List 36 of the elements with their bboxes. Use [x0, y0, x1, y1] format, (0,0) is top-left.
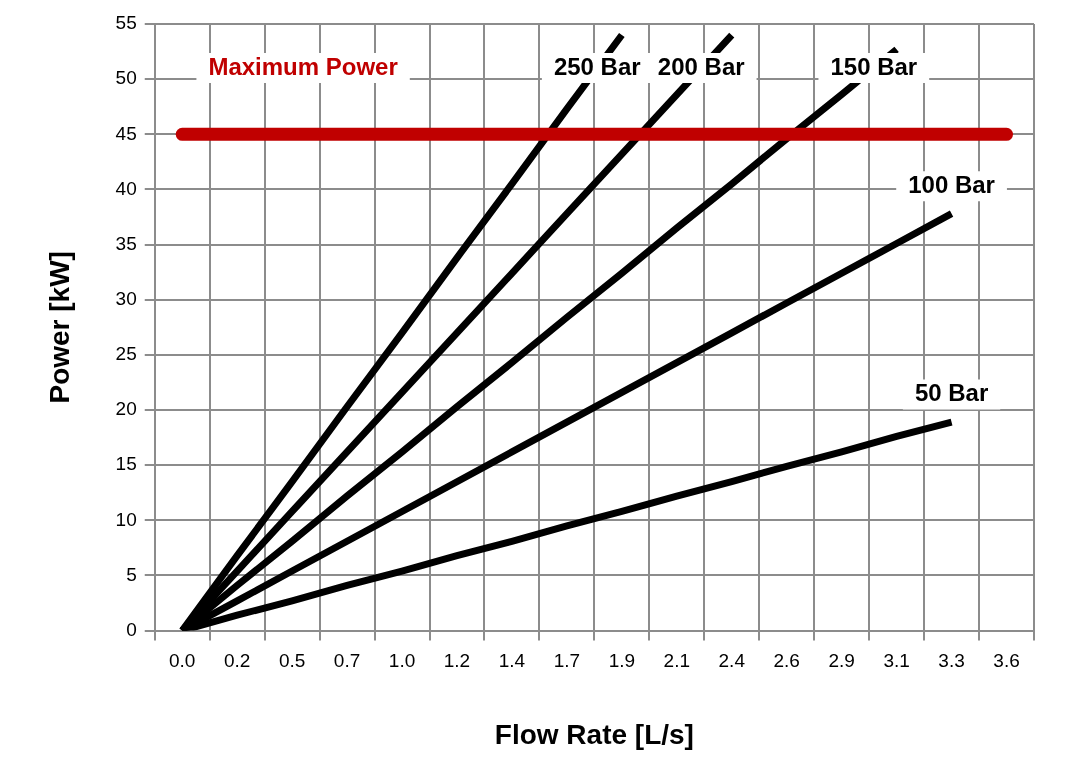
y-tick-label: 15 — [115, 453, 137, 475]
x-tick-label: 0.2 — [223, 650, 251, 672]
x-tick-label: 2.9 — [828, 650, 855, 672]
y-tick-label: 40 — [115, 177, 137, 199]
y-tick-label: 25 — [115, 343, 137, 365]
y-tick-label: 20 — [115, 398, 137, 420]
x-tick-label: 0.5 — [278, 650, 306, 672]
x-axis-title: Flow Rate [L/s] — [494, 718, 694, 750]
x-tick-label: 3.3 — [938, 650, 965, 672]
x-tick-label: 0.0 — [169, 650, 196, 672]
y-tick-label: 50 — [115, 67, 137, 89]
x-tick-label: 2.4 — [718, 650, 746, 672]
y-tick-label: 10 — [115, 508, 137, 530]
text: Maximum Power — [208, 52, 398, 80]
y-tick-label: 35 — [115, 232, 137, 254]
x-tick-label: 2.6 — [773, 650, 800, 672]
x-tick-label: 1.9 — [608, 650, 636, 672]
series-label: 100 Bar — [908, 170, 995, 198]
x-tick-label: 3.1 — [883, 650, 910, 672]
x-tick-label: 1.2 — [443, 650, 471, 672]
x-tick-label: 1.0 — [388, 650, 416, 672]
y-tick-label: 0 — [126, 618, 137, 640]
x-tick-label: 0.7 — [333, 650, 361, 672]
y-tick-label: 30 — [115, 287, 137, 309]
x-tick-label: 1.7 — [553, 650, 581, 672]
y-tick-label: 55 — [115, 12, 137, 34]
series-label: 150 Bar — [830, 52, 918, 80]
x-tick-label: 2.1 — [663, 650, 691, 672]
series-label: 250 Bar — [553, 52, 641, 80]
x-tick-label: 1.4 — [498, 650, 526, 672]
y-tick-label: 5 — [126, 563, 137, 585]
x-tick-label: 3.6 — [993, 650, 1020, 672]
series-label: 200 Bar — [657, 52, 745, 80]
y-tick-label: 45 — [115, 122, 137, 144]
series-label: 50 Bar — [914, 379, 989, 407]
y-axis-title: Power [kW] — [43, 251, 75, 404]
